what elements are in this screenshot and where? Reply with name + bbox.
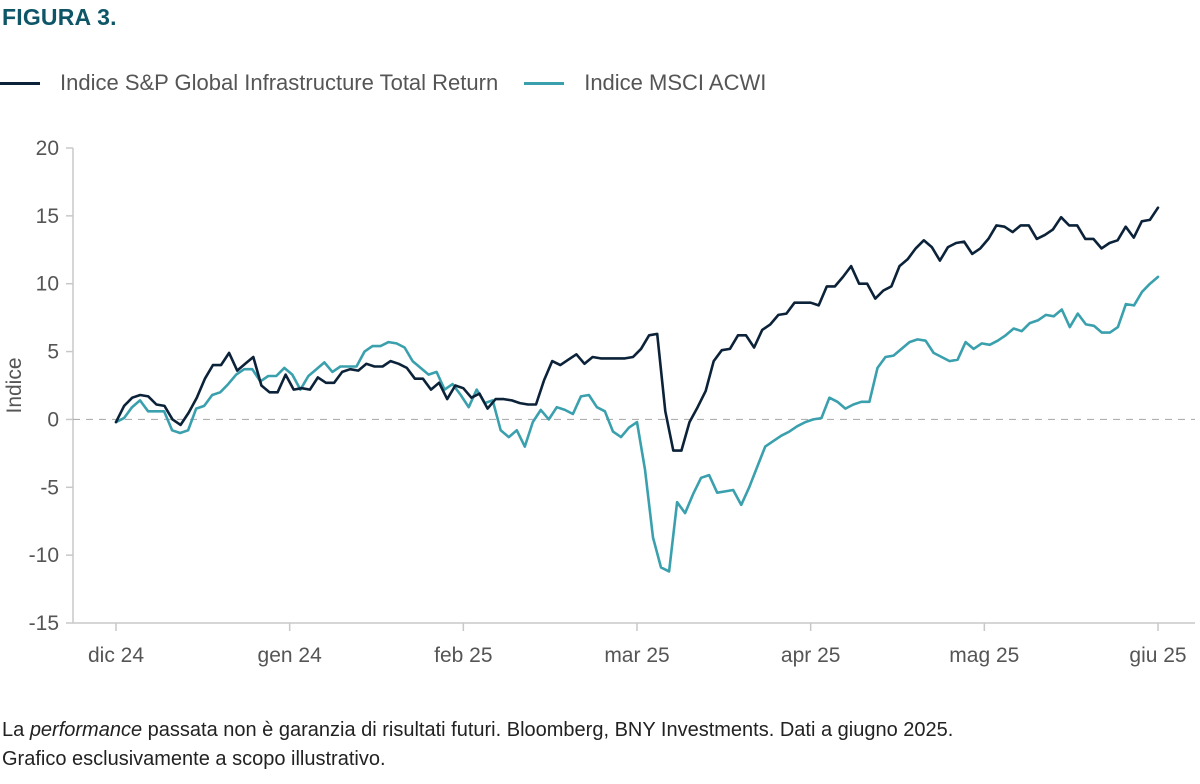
x-tick-label: apr 25 bbox=[781, 644, 841, 667]
x-tick-label: feb 25 bbox=[434, 644, 492, 667]
legend-item-msci-acwi: Indice MSCI ACWI bbox=[524, 70, 766, 96]
legend-item-sp-global-infrastructure: Indice S&P Global Infrastructure Total R… bbox=[0, 70, 498, 96]
footnote-text-end: passata non è garanzia di risultati futu… bbox=[142, 719, 954, 741]
footnote-line-2: Grafico esclusivamente a scopo illustrat… bbox=[2, 748, 386, 770]
y-tick-label: -5 bbox=[40, 476, 59, 499]
chart-series bbox=[114, 206, 1160, 573]
line-chart: 20 15 10 5 0 -5 -10 -15 dic 24 gen 24 feb 25 mar 25… bbox=[3, 137, 1195, 667]
y-tick-label: -15 bbox=[29, 612, 59, 635]
y-tick-label: 5 bbox=[47, 341, 59, 364]
x-tick-label: gen 24 bbox=[258, 644, 323, 667]
chart-legend: Indice S&P Global Infrastructure Total R… bbox=[0, 68, 792, 98]
legend-label-sp-global-infrastructure: Indice S&P Global Infrastructure Total R… bbox=[60, 70, 499, 95]
x-tick-label: mag 25 bbox=[949, 644, 1019, 667]
x-tick-label: mar 25 bbox=[604, 644, 669, 667]
y-tick-label: 0 bbox=[47, 408, 59, 431]
y-tick-label: -10 bbox=[29, 544, 59, 567]
figure-label: FIGURA 3. bbox=[2, 4, 117, 30]
series-line-sp-global-infrastructure bbox=[114, 206, 1160, 452]
x-tick-label: giu 25 bbox=[1129, 644, 1186, 667]
legend-label-msci-acwi: Indice MSCI ACWI bbox=[584, 70, 767, 95]
y-tick-label: 20 bbox=[36, 137, 59, 160]
y-tick-label: 10 bbox=[36, 273, 59, 296]
footnote-text-italic: performance bbox=[29, 719, 143, 741]
legend-swatch-sp-global-infrastructure bbox=[0, 81, 40, 85]
footnote-line-1: La performance passata non è garanzia di… bbox=[2, 716, 953, 745]
series-line-msci-acwi bbox=[114, 275, 1160, 573]
x-tick-label: dic 24 bbox=[88, 644, 144, 667]
chart-tick-labels: 20 15 10 5 0 -5 -10 -15 dic 24 gen 24 feb 25 mar 25… bbox=[3, 137, 1187, 667]
chart-axes bbox=[66, 147, 1195, 631]
footnote: La performance passata non è garanzia di… bbox=[2, 716, 953, 774]
footnote-text-start: La bbox=[2, 719, 30, 741]
y-tick-label: 15 bbox=[36, 205, 59, 228]
legend-swatch-msci-acwi bbox=[524, 81, 565, 85]
y-axis-title: Indice bbox=[3, 357, 26, 413]
